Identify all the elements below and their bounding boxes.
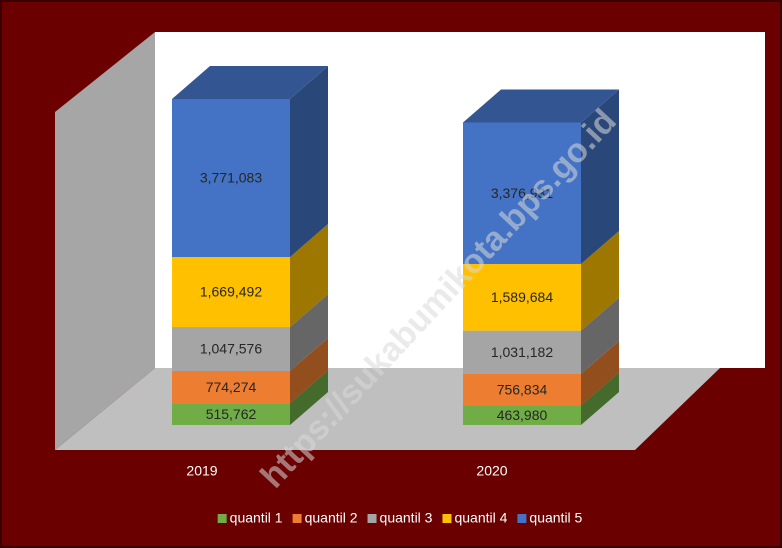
legend-label: quantil 4: [454, 510, 507, 526]
bar: [172, 257, 290, 328]
value-label: 1,031,182: [491, 344, 553, 360]
bar: [172, 403, 290, 425]
bar: [463, 263, 581, 331]
x-tick-label: 2019: [186, 463, 217, 479]
legend-swatch: [217, 514, 227, 523]
legend-swatch: [442, 514, 452, 523]
legend-label: quantil 1: [230, 510, 283, 526]
value-label: 1,589,684: [491, 289, 553, 305]
value-label: 1,669,492: [200, 284, 262, 300]
side-wall: [55, 32, 155, 450]
bar: [463, 122, 581, 264]
x-tick-label: 2020: [476, 463, 507, 479]
bar-side: [581, 89, 619, 264]
value-label: 774,274: [206, 379, 257, 395]
bar-side: [290, 66, 328, 258]
bar-top: [463, 89, 619, 123]
value-label: 1,047,576: [200, 341, 262, 357]
legend-item: quantil 2: [292, 510, 358, 526]
bar-side: [581, 372, 619, 425]
legend-swatch: [367, 514, 377, 523]
value-label: 3,771,083: [200, 170, 262, 186]
bar: [463, 330, 581, 374]
legend-item: quantil 3: [367, 510, 433, 526]
legend-swatch: [292, 514, 302, 523]
bar-side: [581, 340, 619, 406]
bar-side: [290, 337, 328, 404]
value-label: 463,980: [497, 407, 548, 423]
value-label: 515,762: [206, 406, 257, 422]
bar-side: [290, 294, 328, 371]
legend-swatch: [517, 514, 527, 523]
bar: [463, 405, 581, 425]
legend-label: quantil 2: [305, 510, 358, 526]
legend-item: quantil 1: [217, 510, 283, 526]
legend-item: quantil 4: [442, 510, 508, 526]
bar-side: [581, 297, 619, 374]
bar: [172, 370, 290, 404]
bar-top: [172, 66, 328, 99]
legend-label: quantil 5: [529, 510, 582, 526]
value-label: 3,376,931: [491, 185, 553, 201]
legend-item: quantil 5: [517, 510, 583, 526]
bar-side: [581, 230, 619, 331]
value-label: 756,834: [497, 381, 548, 397]
legend: quantil 1 quantil 2 quantil 3 quantil 4 quan…: [217, 510, 583, 526]
bar-side: [290, 224, 328, 328]
bar: [172, 327, 290, 371]
legend-label: quantil 3: [380, 510, 433, 526]
bar: [172, 99, 290, 258]
bar-side: [290, 370, 328, 425]
bar: [463, 373, 581, 406]
